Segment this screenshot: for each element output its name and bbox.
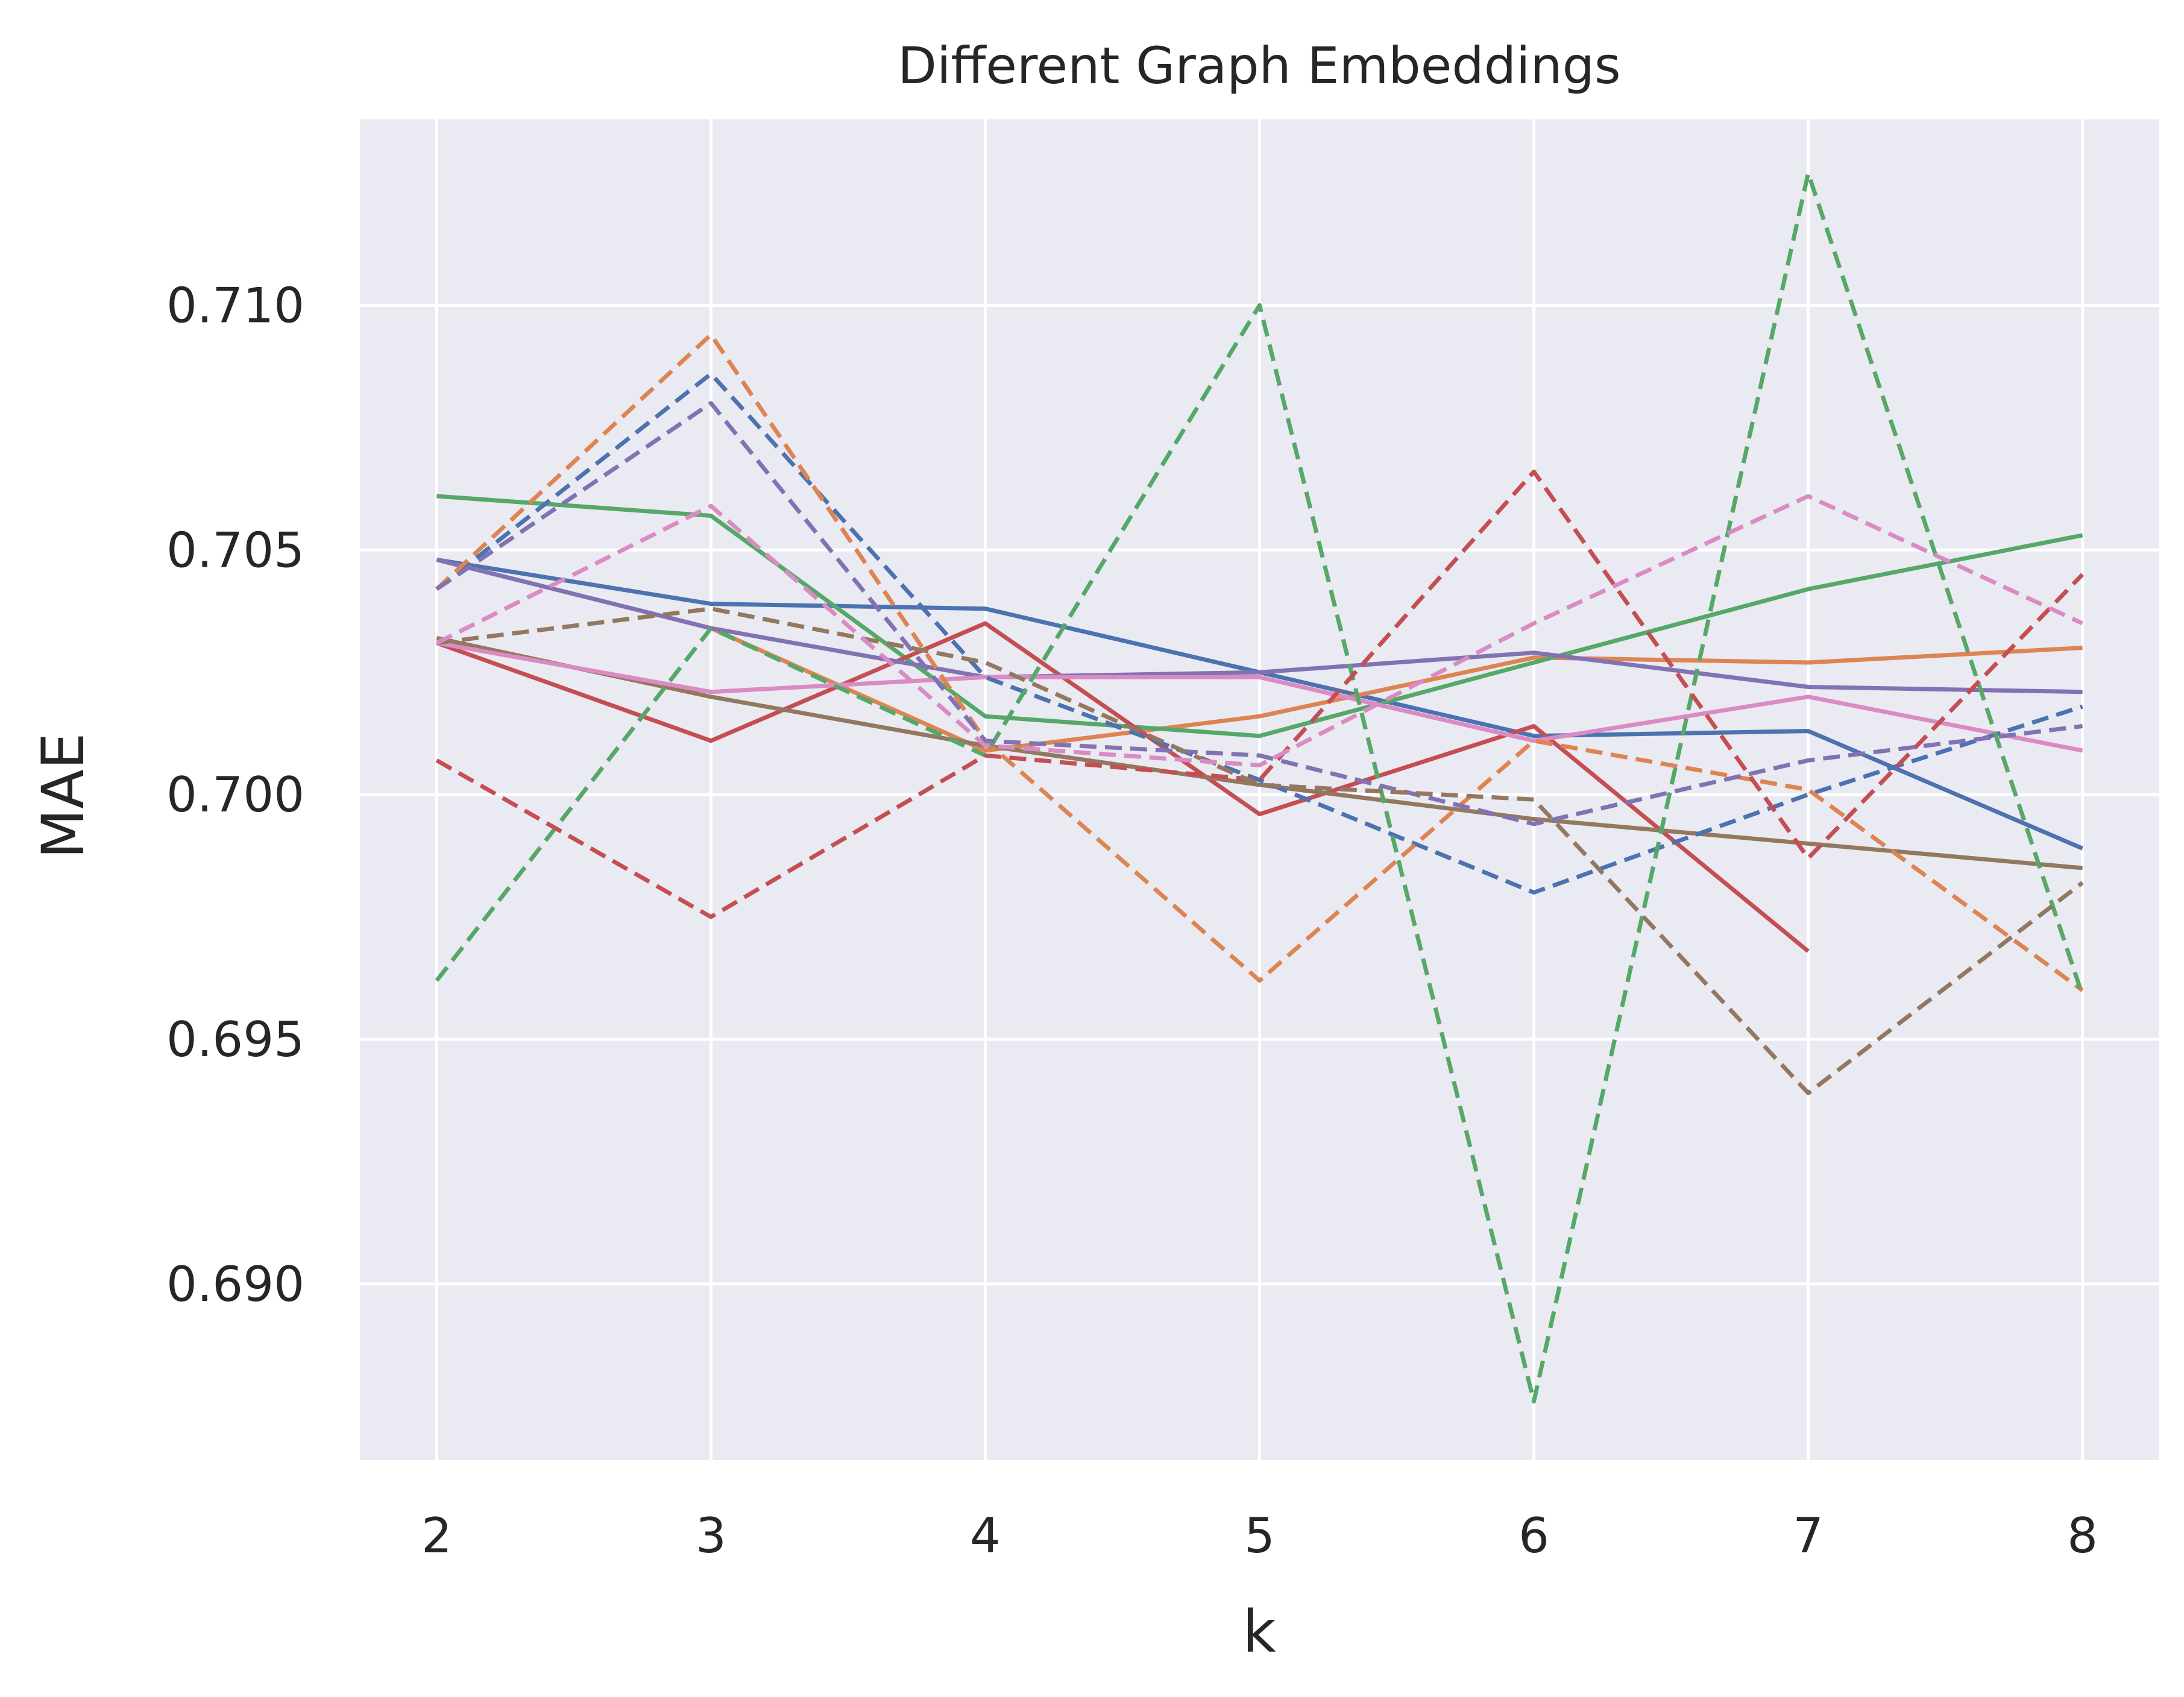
x-tick-label: 7 [1793,1508,1824,1564]
y-axis-label: MAE [30,732,97,858]
x-tick-label: 8 [2067,1508,2098,1564]
series-line-13 [436,606,2084,1095]
series-line-6 [436,635,2083,871]
y-tick-labels: 0.690 0.695 0.700 0.705 0.710 [166,277,304,1312]
chart-title: Different Graph Embeddings [898,36,1620,95]
series-line-11 [435,469,2085,919]
series-line-9 [435,332,2084,992]
x-tick-label: 3 [696,1508,726,1564]
x-axis-label: k [1242,1598,1276,1666]
series-line-8 [435,371,2083,895]
series-group [435,171,2085,1404]
x-tick-label: 4 [970,1508,1001,1564]
grid [360,119,2159,1460]
x-tick-label: 6 [1518,1508,1549,1564]
y-tick-label: 0.710 [166,277,304,333]
y-tick-label: 0.690 [166,1256,304,1312]
series-line-14 [435,494,2084,767]
series-line-12 [435,401,2083,826]
series-line-4 [436,621,1810,953]
x-tick-labels: 2 3 4 5 6 7 8 [421,1508,2098,1564]
y-tick-label: 0.695 [166,1012,304,1068]
series-line-3 [436,494,2083,738]
y-tick-label: 0.700 [166,767,304,823]
y-tick-label: 0.705 [166,522,304,578]
x-tick-label: 2 [421,1508,452,1564]
x-tick-label: 5 [1244,1508,1275,1564]
series-line-10 [435,171,2085,1404]
series-line-7 [436,641,2083,753]
